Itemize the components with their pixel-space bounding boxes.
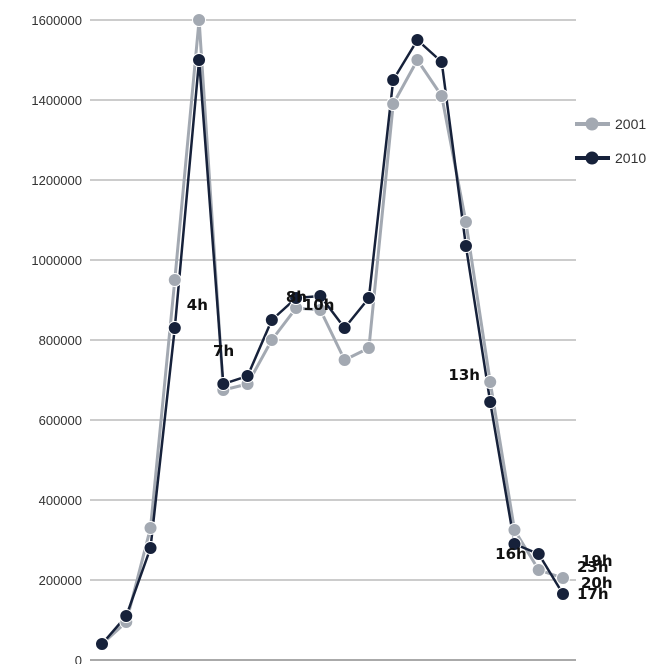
- series-line-2001: [100, 18, 564, 646]
- data-point-2001: [337, 353, 352, 367]
- data-point-2001: [143, 521, 158, 535]
- data-point-2001: [507, 523, 522, 537]
- hour-label: 10h: [303, 296, 335, 314]
- data-point-2001: [483, 375, 498, 389]
- data-point-2001: [361, 341, 376, 355]
- gridlines: [90, 19, 576, 661]
- legend: 2001 2010: [575, 116, 646, 166]
- hour-label: 4h: [187, 296, 208, 314]
- data-point-2001: [264, 333, 279, 347]
- data-point-2010: [410, 33, 425, 47]
- data-point-2010: [337, 321, 352, 335]
- data-point-2010: [458, 239, 473, 253]
- legend-marker-2001: [585, 117, 599, 131]
- data-point-2010: [167, 321, 182, 335]
- hour-label: 16h: [495, 545, 527, 563]
- data-point-2010: [556, 587, 570, 601]
- data-point-2010: [240, 369, 255, 383]
- data-point-2001: [386, 97, 401, 111]
- data-point-2001: [192, 13, 207, 27]
- hour-label: 19h: [581, 552, 613, 570]
- data-point-2010: [264, 313, 279, 327]
- data-point-2001: [556, 571, 570, 585]
- y-tick-label: 600000: [39, 413, 82, 428]
- data-point-2010: [95, 637, 109, 651]
- legend-marker-2010: [585, 151, 599, 165]
- data-point-2010: [386, 73, 401, 87]
- y-tick-label: 1200000: [31, 173, 82, 188]
- data-point-2010: [289, 291, 304, 305]
- series-points: [95, 13, 570, 651]
- data-point-2010: [313, 289, 328, 303]
- data-point-2010: [216, 377, 231, 391]
- data-point-2001: [313, 303, 328, 317]
- hour-label: 17h: [577, 585, 609, 603]
- series-line-2010: [101, 38, 565, 645]
- y-tick-label: 0: [75, 653, 82, 664]
- hour-label: 8h: [286, 288, 307, 306]
- data-point-2001: [434, 89, 449, 103]
- data-point-2010: [119, 609, 134, 623]
- hour-label: 13h: [448, 366, 480, 384]
- hour-label: 23h: [577, 558, 609, 576]
- y-tick-label: 1000000: [31, 253, 82, 268]
- data-point-2010: [361, 291, 376, 305]
- hour-label: 20h: [581, 574, 613, 592]
- y-tick-label: 1600000: [31, 13, 82, 28]
- data-point-2010: [192, 53, 207, 67]
- data-point-2010: [507, 537, 522, 551]
- legend-label: 2001: [615, 116, 646, 132]
- data-point-2001: [167, 273, 182, 287]
- data-point-2001: [458, 215, 473, 229]
- hour-label: 7h: [213, 342, 234, 360]
- data-point-2001: [531, 563, 546, 577]
- y-tick-label: 200000: [39, 573, 82, 588]
- y-tick-label: 800000: [39, 333, 82, 348]
- y-axis-tick-labels: 0 200000 400000 600000 800000 1000000 1200000 1…: [31, 13, 82, 664]
- y-tick-label: 1400000: [31, 93, 82, 108]
- data-point-2010: [483, 395, 498, 409]
- legend-label: 2010: [615, 150, 646, 166]
- data-point-2001: [410, 53, 425, 67]
- data-point-2010: [531, 547, 546, 561]
- data-point-2010: [143, 541, 158, 555]
- y-tick-label: 400000: [39, 493, 82, 508]
- data-point-2010: [434, 55, 449, 69]
